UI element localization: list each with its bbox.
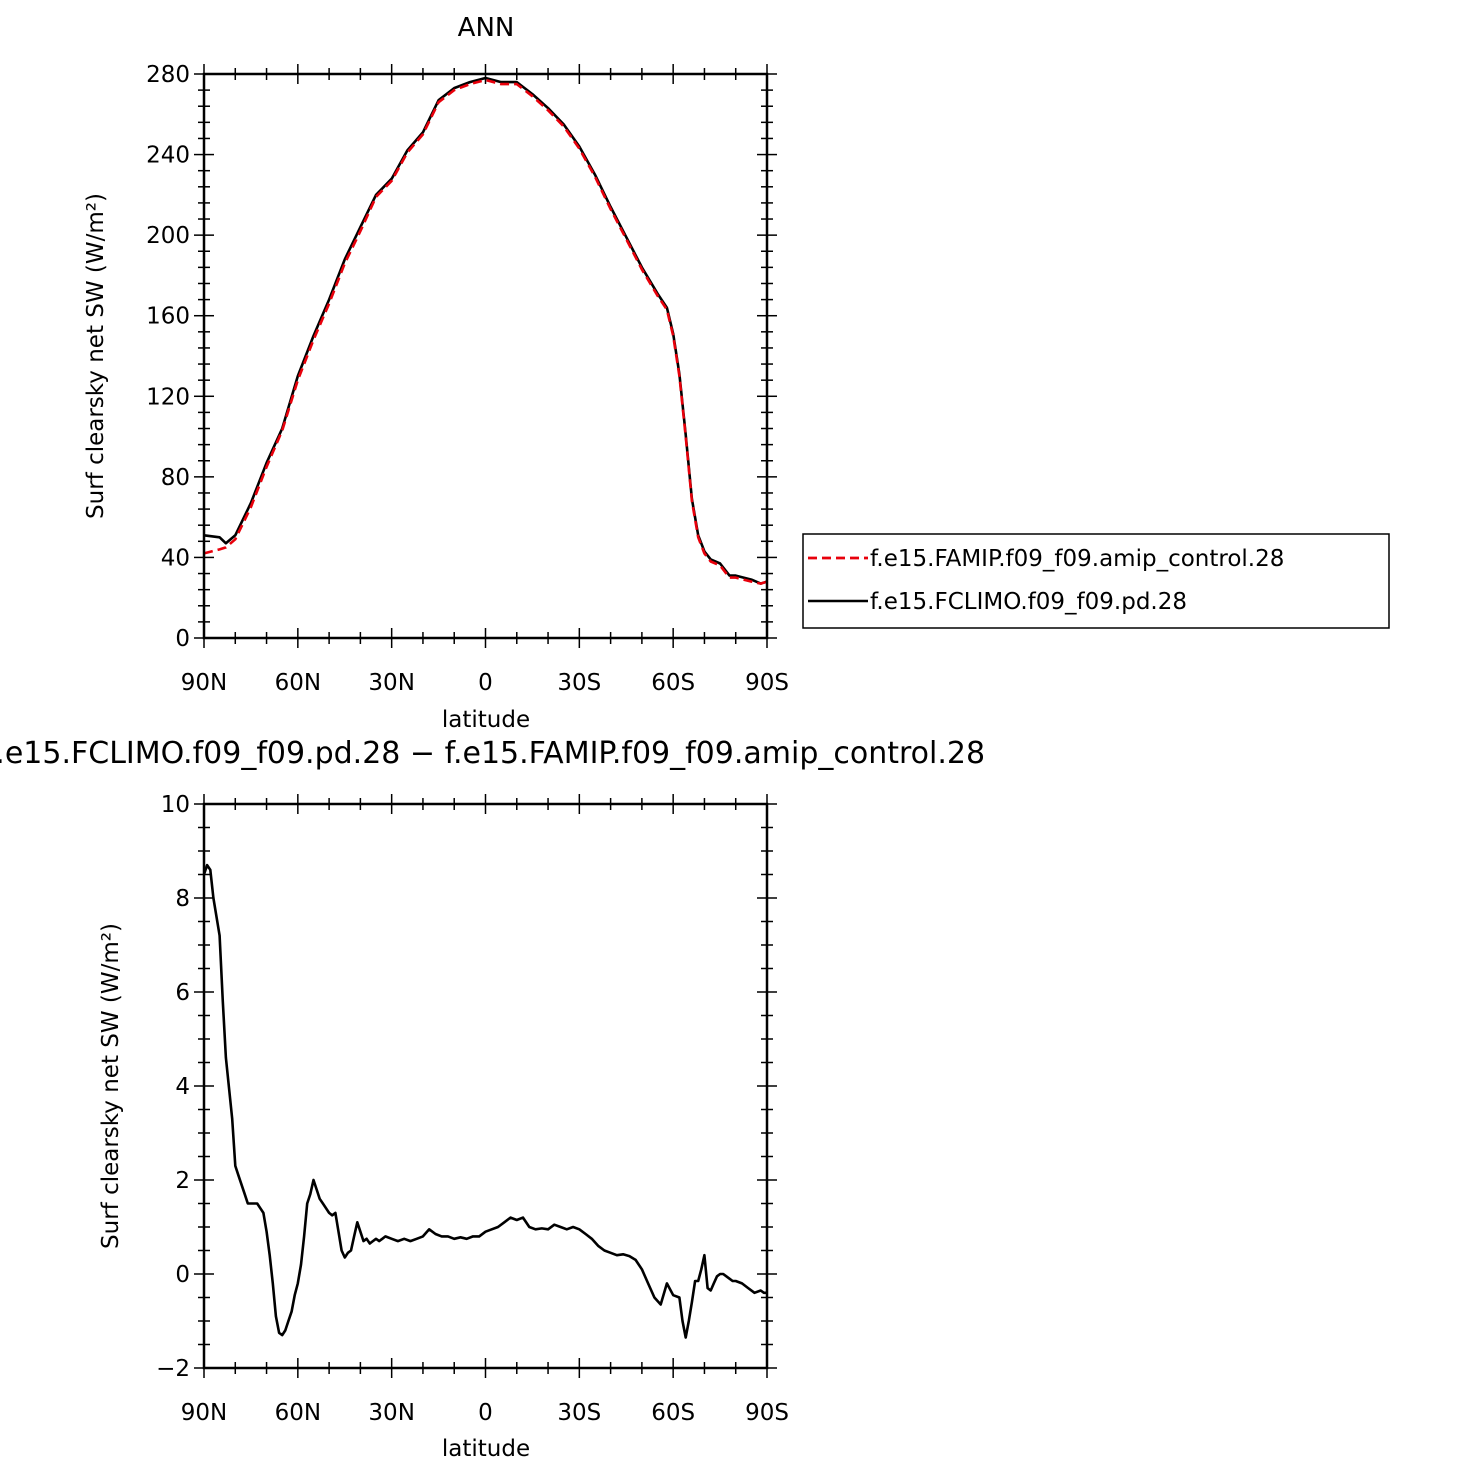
bottom-y-tick-label: 8 bbox=[175, 886, 190, 912]
top-plot-frame bbox=[202, 72, 769, 640]
top-y-tick-label: 80 bbox=[161, 465, 190, 491]
top-y-tick-label: 40 bbox=[161, 545, 190, 571]
top-ticks bbox=[194, 64, 777, 648]
bottom-x-tick-label: 30S bbox=[557, 1400, 601, 1426]
bottom-y-tick-label: 0 bbox=[175, 1262, 190, 1288]
top-y-tick-label: 120 bbox=[146, 384, 190, 410]
bottom-x-tick-label: 90N bbox=[181, 1400, 227, 1426]
top-y-tick-label: 280 bbox=[146, 62, 190, 88]
bottom-x-tick-label: 0 bbox=[478, 1400, 493, 1426]
bottom-ticks bbox=[194, 794, 777, 1378]
top-x-axis-label: latitude bbox=[442, 707, 530, 733]
top-panel-title: ANN bbox=[458, 13, 515, 43]
top-x-tick-label: 0 bbox=[478, 670, 493, 696]
bottom-y-axis-label: Surf clearsky net SW (W/m²) bbox=[98, 923, 124, 1249]
legend: f.e15.FAMIP.f09_f09.amip_control.28 f.e1… bbox=[802, 533, 1390, 629]
top-y-tick-label: 240 bbox=[146, 143, 190, 169]
top-y-tick-label: 200 bbox=[146, 223, 190, 249]
top-y-tick-label: 0 bbox=[175, 626, 190, 652]
legend-label-pd: f.e15.FCLIMO.f09_f09.pd.28 bbox=[870, 589, 1187, 615]
bottom-y-tick-labels: −2 0 2 4 6 8 10 bbox=[156, 792, 190, 1382]
top-x-tick-label: 90N bbox=[181, 670, 227, 696]
top-x-tick-labels: 90N 60N 30N 0 30S 60S 90S bbox=[181, 670, 789, 696]
legend-label-control: f.e15.FAMIP.f09_f09.amip_control.28 bbox=[870, 546, 1284, 572]
top-x-tick-label: 30N bbox=[368, 670, 414, 696]
bottom-y-tick-label: 10 bbox=[161, 792, 190, 818]
top-x-tick-label: 60N bbox=[275, 670, 321, 696]
bottom-x-axis-label: latitude bbox=[442, 1436, 530, 1462]
top-panel: ANN 0 40 80 120 160 200 240 280 90N 60N 30N 0 30S 60… bbox=[83, 13, 1390, 733]
top-y-tick-labels: 0 40 80 120 160 200 240 280 bbox=[146, 62, 190, 652]
bottom-panel-title: f.e15.FCLIMO.f09_f09.pd.28 − f.e15.FAMIP… bbox=[0, 736, 985, 771]
bottom-x-tick-label: 90S bbox=[745, 1400, 789, 1426]
bottom-y-tick-label: 6 bbox=[175, 980, 190, 1006]
bottom-y-tick-label: 4 bbox=[175, 1074, 190, 1100]
bottom-x-tick-labels: 90N 60N 30N 0 30S 60S 90S bbox=[181, 1400, 789, 1426]
bottom-series-line-0 bbox=[202, 863, 767, 1339]
top-x-tick-label: 90S bbox=[745, 670, 789, 696]
top-x-tick-label: 60S bbox=[651, 670, 695, 696]
bottom-lines bbox=[202, 863, 767, 1339]
top-series-line-1 bbox=[203, 76, 768, 585]
top-y-tick-label: 160 bbox=[146, 304, 190, 330]
bottom-x-tick-label: 30N bbox=[368, 1400, 414, 1426]
bottom-panel: f.e15.FCLIMO.f09_f09.pd.28 − f.e15.FAMIP… bbox=[0, 736, 985, 1462]
top-y-axis-label: Surf clearsky net SW (W/m²) bbox=[83, 193, 109, 519]
bottom-x-tick-label: 60S bbox=[651, 1400, 695, 1426]
top-series-line-0 bbox=[203, 78, 768, 585]
bottom-y-tick-label: −2 bbox=[156, 1356, 190, 1382]
top-lines bbox=[203, 76, 768, 585]
bottom-x-tick-label: 60N bbox=[275, 1400, 321, 1426]
top-x-tick-label: 30S bbox=[557, 670, 601, 696]
bottom-y-tick-label: 2 bbox=[175, 1168, 190, 1194]
legend-box bbox=[802, 533, 1390, 629]
bottom-plot-frame bbox=[202, 802, 769, 1370]
